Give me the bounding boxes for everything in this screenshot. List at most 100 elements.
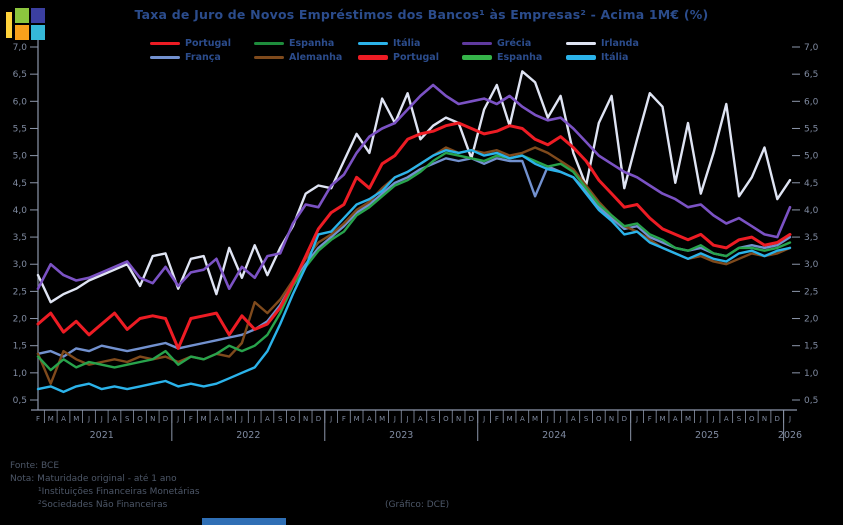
legend-swatch bbox=[566, 55, 596, 60]
chart-credit: (Gráfico: DCE) bbox=[385, 500, 450, 510]
svg-text:6,5: 6,5 bbox=[804, 70, 818, 80]
svg-text:M: M bbox=[379, 415, 385, 423]
svg-text:4,0: 4,0 bbox=[13, 206, 28, 216]
svg-text:D: D bbox=[163, 415, 168, 423]
svg-text:1,0: 1,0 bbox=[13, 369, 28, 379]
svg-text:D: D bbox=[316, 415, 321, 423]
series-line-irlanda bbox=[36, 70, 792, 304]
svg-text:A: A bbox=[112, 415, 117, 423]
svg-text:A: A bbox=[724, 415, 729, 423]
legend-item-irlanda: Irlanda bbox=[566, 37, 670, 50]
svg-text:2,0: 2,0 bbox=[13, 315, 28, 325]
legend-item-espanha-2: Espanha bbox=[462, 51, 566, 64]
svg-text:S: S bbox=[737, 415, 742, 423]
svg-text:D: D bbox=[622, 415, 627, 423]
legend-item-franca: França bbox=[150, 51, 254, 64]
svg-text:M: M bbox=[685, 415, 691, 423]
svg-text:M: M bbox=[73, 415, 79, 423]
legend-swatch bbox=[150, 42, 180, 45]
svg-text:5,5: 5,5 bbox=[804, 124, 818, 134]
svg-text:2022: 2022 bbox=[236, 430, 260, 441]
svg-text:A: A bbox=[265, 415, 270, 423]
svg-text:F: F bbox=[342, 415, 346, 423]
bottom-blue-bar bbox=[202, 518, 286, 525]
svg-text:J: J bbox=[559, 415, 562, 423]
legend-item-portugal-2: Portugal bbox=[358, 51, 462, 64]
svg-text:2025: 2025 bbox=[695, 430, 719, 441]
svg-text:5,0: 5,0 bbox=[13, 152, 28, 162]
svg-text:2021: 2021 bbox=[90, 430, 114, 441]
svg-text:1,5: 1,5 bbox=[804, 342, 818, 352]
svg-text:J: J bbox=[788, 415, 791, 423]
series-line-portugal bbox=[36, 121, 792, 350]
footnote-1: ¹Instituições Financeiras Monetárias bbox=[38, 487, 200, 497]
svg-text:N: N bbox=[609, 415, 614, 423]
svg-text:3,5: 3,5 bbox=[804, 233, 818, 243]
chart-title: Taxa de Juro de Novos Empréstimos dos Ba… bbox=[134, 7, 709, 22]
series-line-franca bbox=[36, 157, 792, 358]
legend-item-italia: Itália bbox=[358, 37, 462, 50]
svg-text:O: O bbox=[596, 415, 602, 423]
svg-text:F: F bbox=[36, 415, 40, 423]
svg-text:6,5: 6,5 bbox=[13, 70, 27, 80]
svg-text:J: J bbox=[711, 415, 714, 423]
series-line-italia bbox=[36, 148, 792, 394]
svg-text:A: A bbox=[214, 415, 219, 423]
footnote-2: ²Sociedades Não Financeiras bbox=[38, 500, 168, 510]
chart-legend: Portugal Espanha Itália Grécia Irlanda F… bbox=[150, 37, 670, 64]
series-line-espanha bbox=[36, 151, 792, 372]
svg-text:N: N bbox=[456, 415, 461, 423]
svg-text:F: F bbox=[495, 415, 499, 423]
svg-text:1,0: 1,0 bbox=[804, 369, 819, 379]
svg-text:A: A bbox=[571, 415, 576, 423]
svg-text:M: M bbox=[48, 415, 54, 423]
svg-text:5,5: 5,5 bbox=[13, 124, 27, 134]
svg-text:N: N bbox=[762, 415, 767, 423]
series-line-grecia bbox=[36, 83, 792, 291]
source-note: Fonte: BCE bbox=[10, 461, 60, 471]
logo-square-orange bbox=[15, 25, 29, 40]
svg-text:7,0: 7,0 bbox=[13, 43, 28, 53]
svg-text:O: O bbox=[137, 415, 143, 423]
svg-text:M: M bbox=[532, 415, 538, 423]
legend-swatch bbox=[462, 55, 492, 60]
svg-text:2023: 2023 bbox=[389, 430, 413, 441]
svg-text:4,5: 4,5 bbox=[13, 179, 27, 189]
svg-text:D: D bbox=[775, 415, 780, 423]
svg-text:J: J bbox=[253, 415, 256, 423]
note-maturity: Nota: Maturidade original - até 1 ano bbox=[10, 474, 177, 484]
logo-square-teal bbox=[31, 25, 45, 40]
svg-text:4,0: 4,0 bbox=[804, 206, 819, 216]
svg-text:O: O bbox=[749, 415, 755, 423]
legend-swatch bbox=[566, 42, 596, 45]
svg-text:2,5: 2,5 bbox=[13, 287, 27, 297]
svg-text:M: M bbox=[201, 415, 207, 423]
svg-text:M: M bbox=[354, 415, 360, 423]
logo-square-blue bbox=[31, 8, 45, 23]
svg-text:A: A bbox=[61, 415, 66, 423]
svg-text:4,5: 4,5 bbox=[804, 179, 818, 189]
svg-text:2,0: 2,0 bbox=[804, 315, 819, 325]
svg-text:F: F bbox=[648, 415, 652, 423]
svg-text:3,0: 3,0 bbox=[804, 260, 819, 270]
legend-swatch bbox=[254, 56, 284, 59]
svg-text:2,5: 2,5 bbox=[804, 287, 818, 297]
svg-text:0,5: 0,5 bbox=[13, 396, 27, 406]
legend-swatch bbox=[254, 42, 284, 45]
logo-bar bbox=[6, 12, 12, 38]
svg-text:M: M bbox=[507, 415, 513, 423]
chart-canvas: 7,0 7,0 6,5 6,5 6,0 6,0 5,5 5,5 5,0 5,0 4,5 4,5 4,0 4… bbox=[13, 40, 819, 441]
legend-item-alemanha: Alemanha bbox=[254, 51, 358, 64]
svg-text:J: J bbox=[329, 415, 332, 423]
legend-swatch bbox=[358, 42, 388, 45]
svg-text:0,5: 0,5 bbox=[804, 396, 818, 406]
svg-text:A: A bbox=[418, 415, 423, 423]
legend-item-grecia: Grécia bbox=[462, 37, 566, 50]
svg-text:S: S bbox=[125, 415, 130, 423]
svg-text:O: O bbox=[290, 415, 296, 423]
svg-text:5,0: 5,0 bbox=[804, 152, 819, 162]
svg-text:J: J bbox=[699, 415, 702, 423]
legend-item-espanha: Espanha bbox=[254, 37, 358, 50]
svg-text:S: S bbox=[431, 415, 436, 423]
svg-text:J: J bbox=[87, 415, 90, 423]
